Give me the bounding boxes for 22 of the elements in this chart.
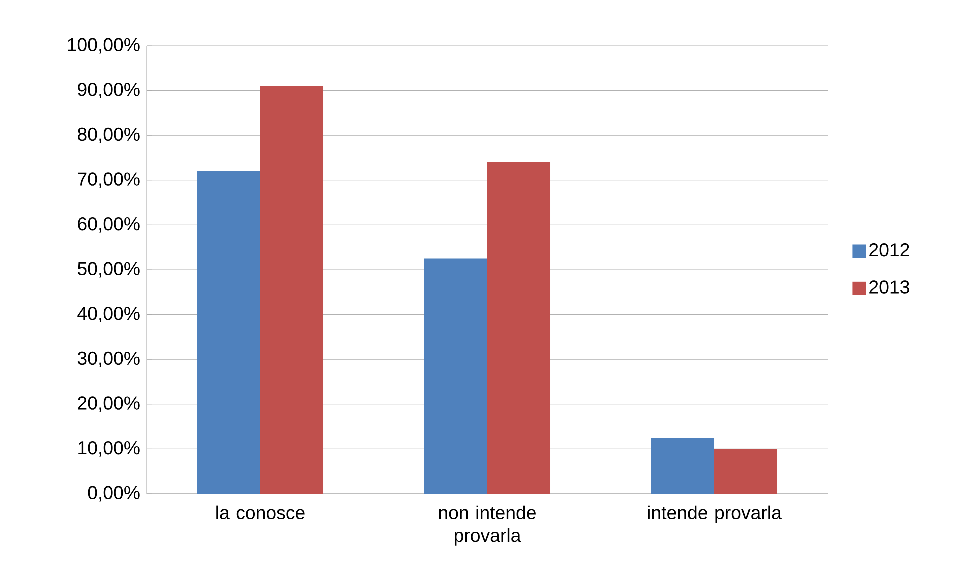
x-tick-label: non intende provarla [439,506,536,546]
y-tick-label: 90,00% [78,83,140,99]
legend-label: 2013 [870,280,910,294]
y-tick-label: 30,00% [78,352,140,368]
bar [488,162,550,494]
y-tick-label: 100,00% [68,38,140,54]
x-tick-label: la conosce [216,506,305,520]
bar [652,438,715,494]
y-tick-label: 60,00% [78,217,140,233]
bar [424,258,488,494]
bar [714,449,778,494]
y-tick-label: 0,00% [88,486,140,502]
y-tick-label: 20,00% [78,396,140,412]
bar [260,86,324,494]
bar [198,171,261,494]
x-tick-label: intende provarla [648,506,782,524]
y-tick-label: 70,00% [78,172,140,188]
y-tick-label: 10,00% [78,441,140,457]
legend-label: 2012 [870,243,910,257]
y-tick-label: 50,00% [78,262,140,278]
y-tick-label: 40,00% [78,307,140,323]
y-tick-label: 80,00% [78,128,140,144]
